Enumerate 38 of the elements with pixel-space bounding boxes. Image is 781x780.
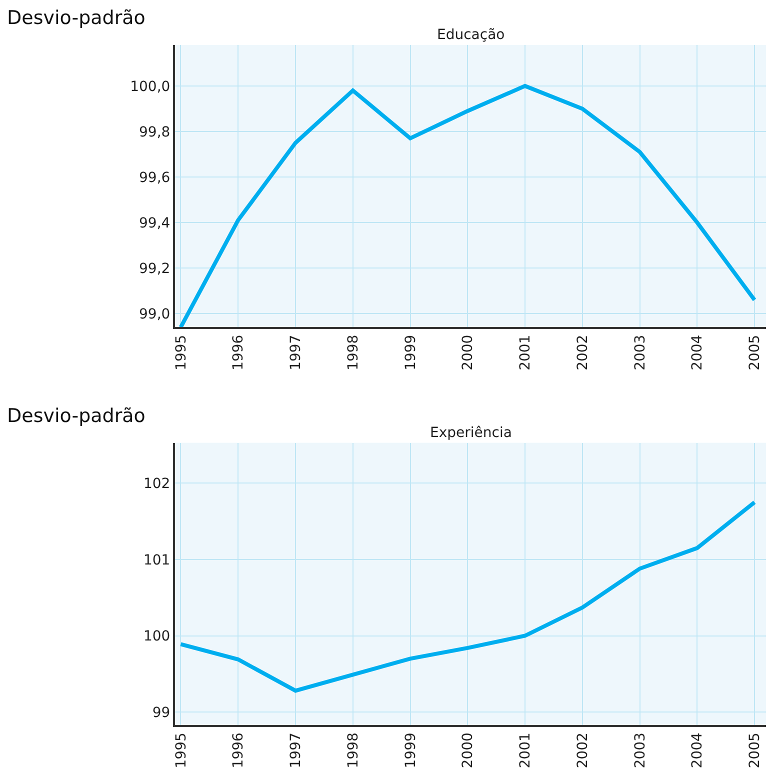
x-tick-label: 2004 <box>690 334 706 370</box>
x-tick-label: 1996 <box>230 334 247 370</box>
x-tick-label: 2001 <box>518 334 534 370</box>
y-tick-label: 102 <box>143 476 170 492</box>
x-tick-label: 1998 <box>345 334 362 370</box>
x-tick-label: 1999 <box>402 732 419 768</box>
x-tick-label: 1995 <box>173 334 190 370</box>
y-tick-label: 99,2 <box>139 260 170 277</box>
x-tick-label: 1997 <box>288 334 304 370</box>
x-tick-label: 2003 <box>632 732 648 768</box>
x-tick-label: 1999 <box>402 334 419 370</box>
x-tick-label: 2003 <box>632 334 648 370</box>
x-tick-label: 2001 <box>518 732 534 768</box>
chart-title: Experiência <box>430 425 512 441</box>
y-tick-label: 99,4 <box>139 215 170 232</box>
y-tick-label: 100 <box>143 628 170 645</box>
x-tick-label: 1997 <box>288 732 304 768</box>
x-tick-label: 1996 <box>230 732 247 768</box>
x-tick-label: 2000 <box>460 334 476 370</box>
y-tick-label: 99,0 <box>139 306 170 322</box>
y-axis-title: Desvio-padrão <box>7 7 146 29</box>
x-tick-label: 2005 <box>747 334 764 370</box>
x-tick-label: 2004 <box>690 732 706 768</box>
x-tick-label: 2000 <box>460 732 476 768</box>
x-tick-label: 1995 <box>173 732 190 768</box>
line-series <box>178 84 757 328</box>
x-tick-label: 1998 <box>345 732 362 768</box>
y-tick-label: 100,0 <box>130 78 170 95</box>
x-tick-label: 2002 <box>574 732 591 768</box>
y-tick-label: 99,6 <box>139 170 170 186</box>
y-tick-label: 101 <box>143 552 170 568</box>
line-series <box>178 500 757 693</box>
y-tick-label: 99 <box>152 704 170 721</box>
chart-title: Educação <box>437 27 505 43</box>
x-tick-label: 2005 <box>747 732 764 768</box>
x-tick-label: 2002 <box>574 334 591 370</box>
y-axis-title: Desvio-padrão <box>7 405 146 427</box>
y-tick-label: 99,8 <box>139 124 170 140</box>
